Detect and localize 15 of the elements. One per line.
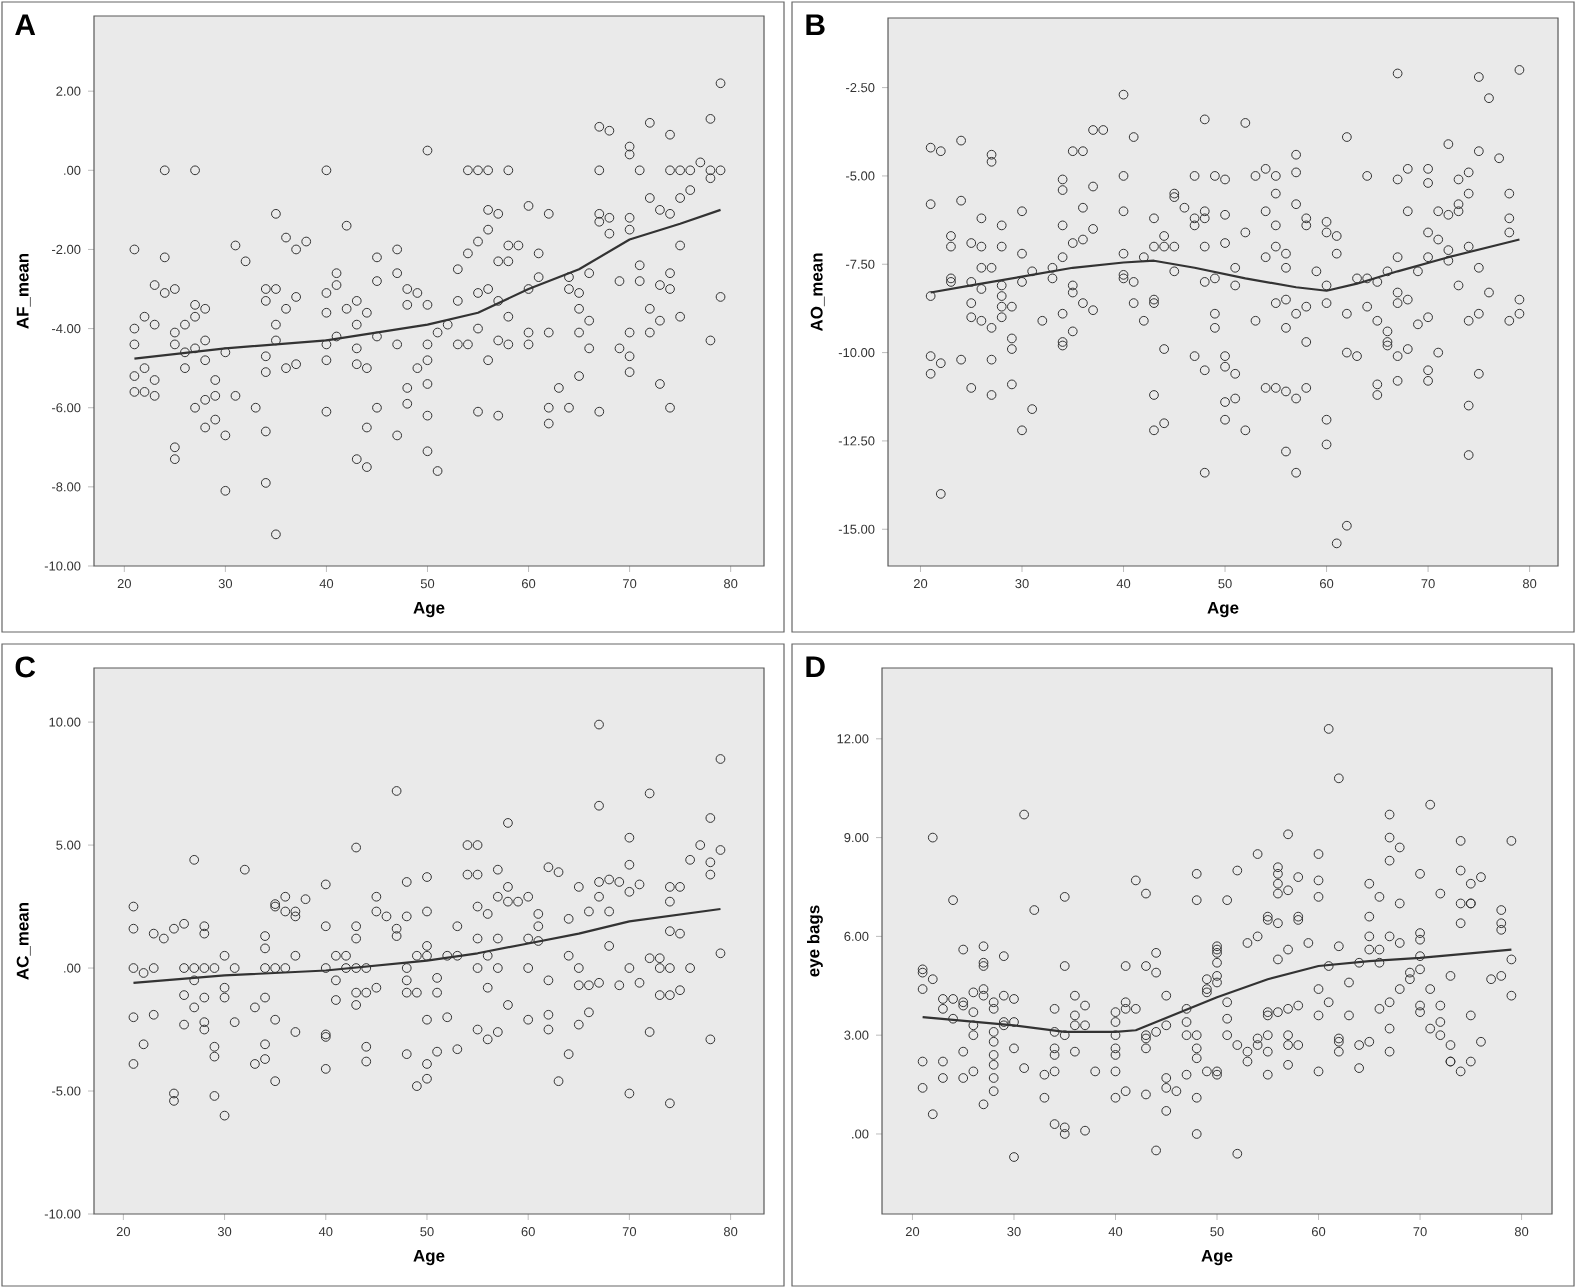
chart-title: D	[806, 656, 825, 677]
y-axis-title: eye bags	[807, 905, 823, 977]
y-axis-title: AO_mean	[810, 253, 825, 332]
x-axis-title: Age	[1207, 601, 1239, 618]
line-series	[133, 208, 722, 360]
chart-title: C	[15, 656, 36, 678]
line-series	[921, 948, 1513, 1033]
chart-title: B	[806, 14, 825, 35]
x-axis-title: Age	[1201, 1249, 1233, 1266]
line-series	[132, 907, 722, 984]
chart-title: A	[15, 14, 36, 35]
y-axis-title: AF_mean	[16, 253, 31, 329]
x-axis-title: Age	[413, 601, 445, 618]
x-axis-title: Age	[413, 1249, 445, 1266]
y-axis-title: AC_mean	[16, 903, 31, 980]
